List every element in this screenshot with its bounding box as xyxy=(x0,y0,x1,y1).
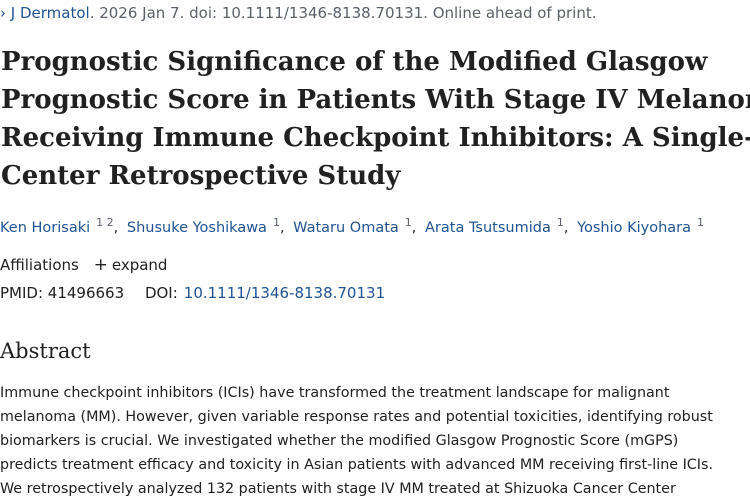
pmid-label: PMID: xyxy=(0,284,44,302)
abstract-line: Immune checkpoint inhibitors (ICIs) have… xyxy=(0,385,670,401)
title-line: Receiving Immune Checkpoint Inhibitors: … xyxy=(1,123,750,153)
abstract-line: biomarkers is crucial. We investigated w… xyxy=(0,433,679,449)
author-affiliation-refs[interactable]: 1 xyxy=(272,216,280,229)
expand-affiliations-button[interactable]: + expand xyxy=(93,255,168,275)
affiliations-label: Affiliations xyxy=(0,256,79,274)
author-link[interactable]: Yoshio Kiyohara xyxy=(577,219,692,236)
author-link[interactable]: Ken Horisaki xyxy=(0,219,91,236)
abstract-heading: Abstract xyxy=(0,339,91,363)
author-affiliation-refs[interactable]: 1 xyxy=(404,216,412,229)
chevron-right-icon: › xyxy=(0,4,6,22)
abstract-line: We retrospectively analyzed 132 patients… xyxy=(0,481,676,497)
affiliations-row: Affiliations + expand xyxy=(0,255,167,275)
identifiers-row: PMID: 41496663 DOI: 10.1111/1346-8138.701… xyxy=(0,284,385,302)
abstract-line: predicts treatment efficacy and toxicity… xyxy=(0,457,714,473)
journal-link[interactable]: J Dermatol xyxy=(10,4,90,22)
title-line: Prognostic Score in Patients With Stage … xyxy=(1,85,750,115)
author-affiliation-refs[interactable]: 1 2 xyxy=(96,216,114,229)
plus-icon: + xyxy=(93,255,108,275)
title-line: Center Retrospective Study xyxy=(1,161,401,191)
article-title: Prognostic Significance of the Modified … xyxy=(1,43,750,195)
abstract-line: melanoma (MM). However, given variable r… xyxy=(0,409,713,425)
abstract-text: Immune checkpoint inhibitors (ICIs) have… xyxy=(0,381,750,500)
author-link[interactable]: Shusuke Yoshikawa xyxy=(126,219,267,236)
author-affiliation-refs[interactable]: 1 xyxy=(697,216,705,229)
title-line: Prognostic Significance of the Modified … xyxy=(1,47,708,77)
doi-link[interactable]: 10.1111/1346-8138.70131 xyxy=(183,284,386,302)
citation-details: . 2026 Jan 7. doi: 10.1111/1346-8138.701… xyxy=(89,4,597,22)
authors-list: Ken Horisaki 1 2, Shusuke Yoshikawa 1, Wat… xyxy=(0,216,705,236)
pmid-value: 41496663 xyxy=(47,284,125,302)
citation-line: › J Dermatol. 2026 Jan 7. doi: 10.1111/1… xyxy=(0,4,597,22)
author-affiliation-refs[interactable]: 1 xyxy=(556,216,564,229)
expand-label: expand xyxy=(111,256,168,274)
doi-label: DOI: xyxy=(144,284,178,302)
author-link[interactable]: Wataru Omata xyxy=(293,219,399,236)
author-link[interactable]: Arata Tsutsumida xyxy=(425,219,551,236)
